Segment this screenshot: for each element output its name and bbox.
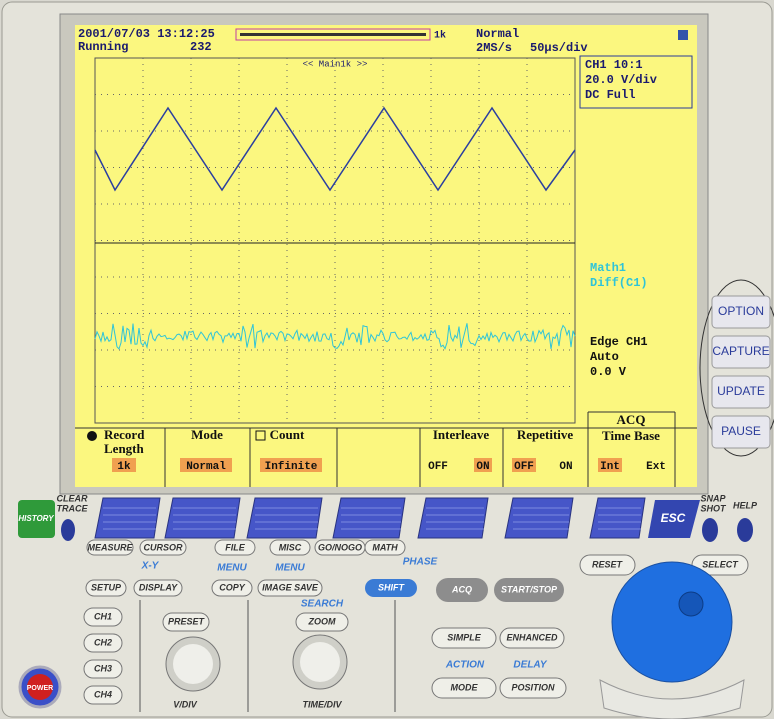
menu-option[interactable]: ON <box>559 461 572 473</box>
action-label: ACTION <box>445 660 485 671</box>
side-button-label: UPDATE <box>717 384 765 398</box>
soft-key[interactable] <box>590 498 645 538</box>
ch1-info: 20.0 V/div <box>585 73 657 87</box>
oscilloscope: 2001/07/03 13:12:25 Running 232 1k Norma… <box>0 0 774 719</box>
function-label: MISC <box>279 542 302 552</box>
preset-label: PRESET <box>168 616 206 626</box>
channel-label: CH4 <box>94 689 112 699</box>
ch1-info: CH1 10:1 <box>585 58 643 72</box>
soft-key[interactable] <box>418 498 488 538</box>
clear-trace-label: TRACE <box>57 503 89 513</box>
icon <box>678 30 688 40</box>
side-button-label: PAUSE <box>721 424 761 438</box>
select-knob-dimple <box>679 592 703 616</box>
snap-shot-label: SNAP <box>700 493 726 503</box>
copy-label: COPY <box>219 582 246 592</box>
soft-key[interactable] <box>95 498 160 538</box>
search-label: SEARCH <box>301 599 344 610</box>
datetime: 2001/07/03 13:12:25 <box>78 27 215 41</box>
menu-option[interactable]: OFF <box>514 461 534 473</box>
reset-label: RESET <box>592 559 624 569</box>
soft-key[interactable] <box>247 498 322 538</box>
enhanced-label: ENHANCED <box>506 632 558 642</box>
help-label: HELP <box>733 500 758 510</box>
math-info: Math1 <box>590 261 626 275</box>
shift-label: SHIFT <box>378 582 406 592</box>
select-knob[interactable] <box>612 562 732 682</box>
side-button-label: OPTION <box>718 304 764 318</box>
acq-label: ACQ <box>451 584 472 594</box>
simple-label: SIMPLE <box>447 632 482 642</box>
timebase: 50µs/div <box>530 41 588 55</box>
clear-trace-button[interactable] <box>61 519 75 541</box>
setup-label: SETUP <box>91 582 122 592</box>
record: 1k <box>434 30 446 42</box>
menu-option[interactable]: Int <box>600 461 620 473</box>
timediv-label: TIME/DIV <box>302 699 342 709</box>
side-button-label: CAPTURE <box>712 344 769 358</box>
menu-label[interactable]: Count <box>270 427 305 442</box>
function-label: MATH <box>372 542 398 552</box>
zoom-label: ZOOM <box>308 616 336 626</box>
menu-value[interactable]: Infinite <box>265 461 318 473</box>
menu-label[interactable]: Interleave <box>433 427 490 442</box>
menu-title: ACQ <box>617 412 646 427</box>
delay-label: DELAY <box>513 660 547 671</box>
ch1-info: DC Full <box>585 88 635 102</box>
menu-label[interactable]: Record <box>104 427 145 442</box>
menu-icon <box>87 431 97 441</box>
state: Running <box>78 40 128 54</box>
sample-rate: 2MS/s <box>476 41 512 55</box>
select-label: SELECT <box>702 559 739 569</box>
image-save-label: IMAGE SAVE <box>262 582 319 592</box>
snap-shot-label: SHOT <box>700 503 727 513</box>
help-button[interactable] <box>737 518 753 542</box>
zoom-label: << Main1k >> <box>303 59 368 69</box>
menu-option[interactable]: ON <box>476 461 489 473</box>
history-label: HISTORY <box>18 514 54 523</box>
clear-trace-label: CLEAR <box>57 493 88 503</box>
menu-value[interactable]: 1k <box>117 461 131 473</box>
trigger-mode: Normal <box>476 27 519 41</box>
menu-option[interactable]: Ext <box>646 461 666 473</box>
trigger-info: Auto <box>590 350 619 364</box>
menu-label[interactable]: Length <box>104 441 145 456</box>
soft-keys <box>95 498 645 538</box>
vdiv-label: V/DIV <box>173 699 198 709</box>
channel-label: CH2 <box>94 637 112 647</box>
trigger-info: 0.0 V <box>590 365 627 379</box>
trigger-info: Edge CH1 <box>590 335 648 349</box>
xy-label: X-Y <box>141 561 160 572</box>
menu-label: MENU <box>217 563 247 574</box>
menu-value[interactable]: Normal <box>186 461 226 473</box>
start-stop-label: START/STOP <box>501 584 558 594</box>
function-label: GO/NOGO <box>318 542 362 552</box>
timediv-knob-top <box>300 642 340 682</box>
function-label: MEASURE <box>87 542 133 552</box>
position-label: POSITION <box>511 682 555 692</box>
menu-label[interactable]: Mode <box>191 427 223 442</box>
function-label: CURSOR <box>143 542 183 552</box>
soft-key[interactable] <box>165 498 240 538</box>
channel-label: CH3 <box>94 663 112 673</box>
menu-option[interactable]: OFF <box>428 461 448 473</box>
math-info: Diff(C1) <box>590 276 648 290</box>
esc-label: ESC <box>661 511 686 525</box>
power-label: POWER <box>27 685 53 692</box>
function-label: FILE <box>225 542 245 552</box>
phase-label: PHASE <box>403 557 438 568</box>
vdiv-knob-top <box>173 644 213 684</box>
menu-label[interactable]: Time Base <box>602 428 660 443</box>
soft-key[interactable] <box>333 498 405 538</box>
channel-label: CH1 <box>94 611 112 621</box>
snap-shot-button[interactable] <box>702 518 718 542</box>
menu-label[interactable]: Repetitive <box>517 427 574 442</box>
display-label: DISPLAY <box>139 582 178 592</box>
count: 232 <box>190 40 212 54</box>
menu-label: MENU <box>275 563 305 574</box>
mode-label: MODE <box>451 682 479 692</box>
soft-key[interactable] <box>505 498 573 538</box>
